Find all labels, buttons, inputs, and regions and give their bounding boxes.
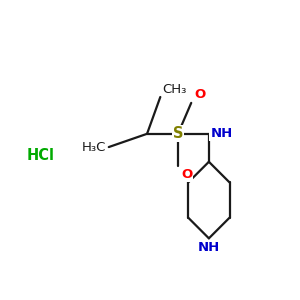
- Text: S: S: [173, 126, 183, 141]
- Text: NH: NH: [210, 127, 232, 140]
- Text: O: O: [181, 168, 192, 181]
- Text: O: O: [194, 88, 206, 101]
- Text: NH: NH: [198, 241, 220, 254]
- Text: H₃C: H₃C: [82, 141, 106, 154]
- Text: CH₃: CH₃: [163, 82, 187, 95]
- Text: HCl: HCl: [27, 148, 55, 164]
